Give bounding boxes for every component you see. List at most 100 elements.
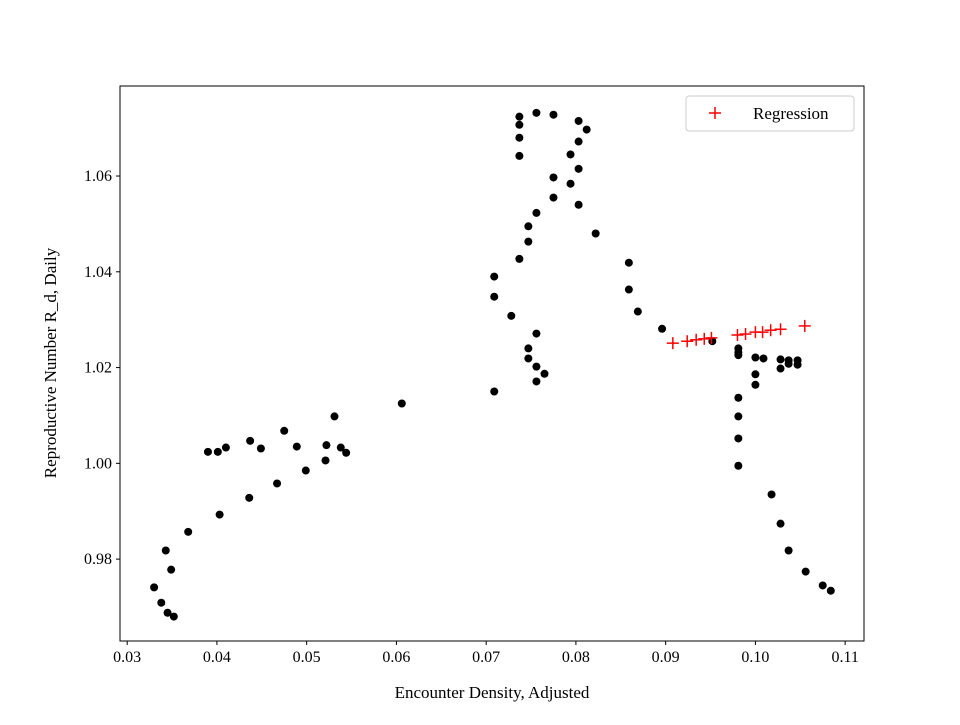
regression-point [731,329,744,342]
data-point [342,448,351,457]
data-point [776,519,785,528]
data-point [397,399,406,408]
data-point [184,527,193,536]
data-point [532,329,541,338]
data-point [624,258,633,267]
data-point [515,254,524,263]
data-point [213,447,222,456]
data-point [524,237,533,246]
data-point [734,461,743,470]
data-point [273,479,282,488]
regression-point [666,337,679,350]
data-points [150,108,835,621]
y-tick-label: 1.04 [84,264,112,281]
x-tick-label: 0.10 [741,649,769,666]
data-point [734,434,743,443]
y-tick-label: 1.00 [84,455,112,472]
data-point [566,179,575,188]
regression-point [798,319,811,332]
data-point [515,133,524,142]
data-point [157,598,166,607]
data-point [515,112,524,121]
y-tick-label: 1.02 [84,360,112,377]
data-point [490,292,499,301]
data-point [524,222,533,231]
data-point [167,565,176,574]
data-point [801,567,810,576]
data-point [280,426,289,435]
x-tick-label: 0.08 [562,649,590,666]
data-point [507,311,516,320]
data-point [256,444,265,453]
data-point [221,443,230,452]
data-point [826,586,835,595]
data-point [490,387,499,396]
data-point [515,151,524,160]
x-tick-label: 0.03 [113,649,141,666]
x-tick-label: 0.04 [203,649,231,666]
x-axis-ticks: 0.03 0.04 0.05 0.06 0.07 0.08 0.09 0.10 0.11 [113,641,859,666]
data-point [734,393,743,402]
data-point [759,354,768,363]
data-point [330,412,339,421]
data-point [540,369,549,378]
x-tick-label: 0.06 [382,649,410,666]
regression-point [698,332,711,345]
y-axis-label: Reproductive Number R_d, Daily [41,247,60,478]
data-point [784,546,793,555]
data-point [793,360,802,369]
regression-point [705,331,718,344]
data-point [751,353,760,362]
regression-point [774,323,787,336]
data-point [549,173,558,182]
y-tick-label: 0.98 [84,551,112,568]
data-point [784,359,793,368]
data-point [658,324,667,333]
data-point [490,272,499,281]
data-point [582,125,591,134]
data-point [336,443,345,452]
data-point [321,456,330,465]
data-point [532,377,541,386]
data-point [734,412,743,421]
regression-point [681,335,694,348]
data-point [549,193,558,202]
legend-regression-marker [709,107,721,119]
data-point [246,436,255,445]
data-point [624,285,633,294]
data-point [751,370,760,379]
data-point [150,583,159,592]
data-point [633,307,642,316]
x-axis-label: Encounter Density, Adjusted [395,683,590,702]
data-point [322,441,331,450]
data-point [515,120,524,129]
regression-point [756,326,769,339]
x-tick-label: 0.05 [293,649,321,666]
data-point [751,380,760,389]
data-point [776,355,785,364]
regression-point [690,333,703,346]
data-point [708,337,717,346]
data-point [524,354,533,363]
regression-point [739,328,752,341]
data-point [776,364,785,373]
legend-label-regression: Regression [753,104,829,123]
data-point [245,493,254,502]
data-point [532,362,541,371]
data-point [163,608,172,617]
plot-area [119,85,865,642]
data-point [169,612,178,621]
data-point [203,447,212,456]
legend: Regression [685,95,855,132]
data-point [574,137,583,146]
y-axis-ticks: 0.98 1.00 1.02 1.04 1.06 [84,168,120,568]
data-point [734,351,743,360]
data-point [532,108,541,117]
data-point [767,490,776,499]
legend-box [685,95,855,132]
data-point [591,229,600,238]
data-point [574,164,583,173]
data-point [532,208,541,217]
data-point [292,442,301,451]
